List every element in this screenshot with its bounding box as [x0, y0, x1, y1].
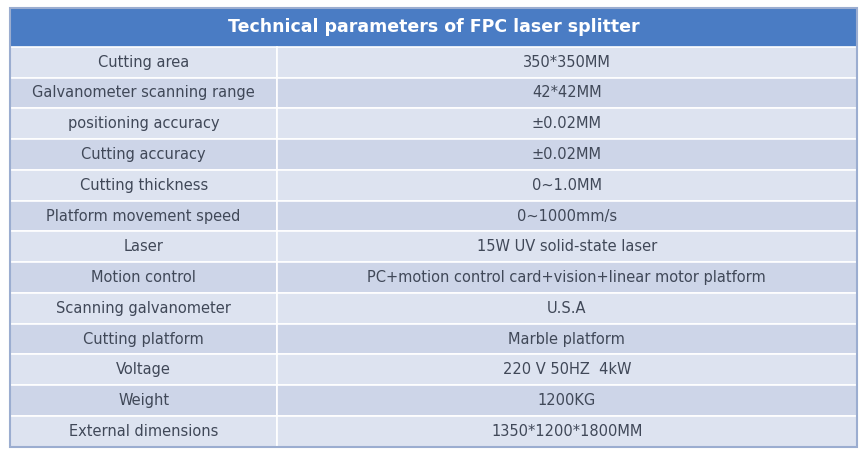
FancyBboxPatch shape: [277, 324, 857, 354]
FancyBboxPatch shape: [277, 385, 857, 416]
Text: Cutting thickness: Cutting thickness: [80, 178, 208, 193]
Text: 42*42MM: 42*42MM: [532, 86, 602, 101]
FancyBboxPatch shape: [277, 108, 857, 139]
FancyBboxPatch shape: [10, 139, 277, 170]
Text: Scanning galvanometer: Scanning galvanometer: [56, 301, 231, 316]
Text: Galvanometer scanning range: Galvanometer scanning range: [32, 86, 255, 101]
FancyBboxPatch shape: [277, 293, 857, 324]
FancyBboxPatch shape: [10, 108, 277, 139]
Text: 0~1.0MM: 0~1.0MM: [531, 178, 602, 193]
Text: ±0.02MM: ±0.02MM: [531, 116, 602, 131]
FancyBboxPatch shape: [277, 354, 857, 385]
Text: Voltage: Voltage: [116, 362, 171, 377]
Text: positioning accuracy: positioning accuracy: [68, 116, 219, 131]
FancyBboxPatch shape: [277, 77, 857, 108]
FancyBboxPatch shape: [277, 201, 857, 232]
Text: 15W UV solid-state laser: 15W UV solid-state laser: [477, 239, 657, 254]
FancyBboxPatch shape: [10, 47, 277, 77]
FancyBboxPatch shape: [277, 416, 857, 447]
Text: Laser: Laser: [124, 239, 164, 254]
Text: 0~1000mm/s: 0~1000mm/s: [517, 208, 616, 223]
FancyBboxPatch shape: [10, 324, 277, 354]
FancyBboxPatch shape: [10, 8, 857, 47]
FancyBboxPatch shape: [10, 77, 277, 108]
FancyBboxPatch shape: [10, 354, 277, 385]
Text: Cutting accuracy: Cutting accuracy: [81, 147, 206, 162]
FancyBboxPatch shape: [10, 416, 277, 447]
FancyBboxPatch shape: [10, 262, 277, 293]
FancyBboxPatch shape: [277, 139, 857, 170]
Text: External dimensions: External dimensions: [69, 424, 218, 439]
Text: 350*350MM: 350*350MM: [523, 55, 610, 70]
Text: Technical parameters of FPC laser splitter: Technical parameters of FPC laser splitt…: [228, 19, 639, 36]
Text: Weight: Weight: [118, 393, 169, 408]
Text: U.S.A: U.S.A: [547, 301, 586, 316]
FancyBboxPatch shape: [277, 47, 857, 77]
Text: Marble platform: Marble platform: [508, 332, 625, 347]
Text: Cutting area: Cutting area: [98, 55, 189, 70]
Text: 1350*1200*1800MM: 1350*1200*1800MM: [491, 424, 642, 439]
FancyBboxPatch shape: [10, 385, 277, 416]
FancyBboxPatch shape: [10, 232, 277, 262]
Text: 220 V 50HZ  4kW: 220 V 50HZ 4kW: [503, 362, 631, 377]
FancyBboxPatch shape: [10, 201, 277, 232]
FancyBboxPatch shape: [10, 293, 277, 324]
Text: PC+motion control card+vision+linear motor platform: PC+motion control card+vision+linear mot…: [368, 270, 766, 285]
Text: Platform movement speed: Platform movement speed: [47, 208, 241, 223]
FancyBboxPatch shape: [10, 170, 277, 201]
Text: Motion control: Motion control: [91, 270, 196, 285]
FancyBboxPatch shape: [277, 262, 857, 293]
Text: ±0.02MM: ±0.02MM: [531, 147, 602, 162]
FancyBboxPatch shape: [277, 170, 857, 201]
Text: 1200KG: 1200KG: [538, 393, 596, 408]
Text: Cutting platform: Cutting platform: [83, 332, 204, 347]
FancyBboxPatch shape: [277, 232, 857, 262]
